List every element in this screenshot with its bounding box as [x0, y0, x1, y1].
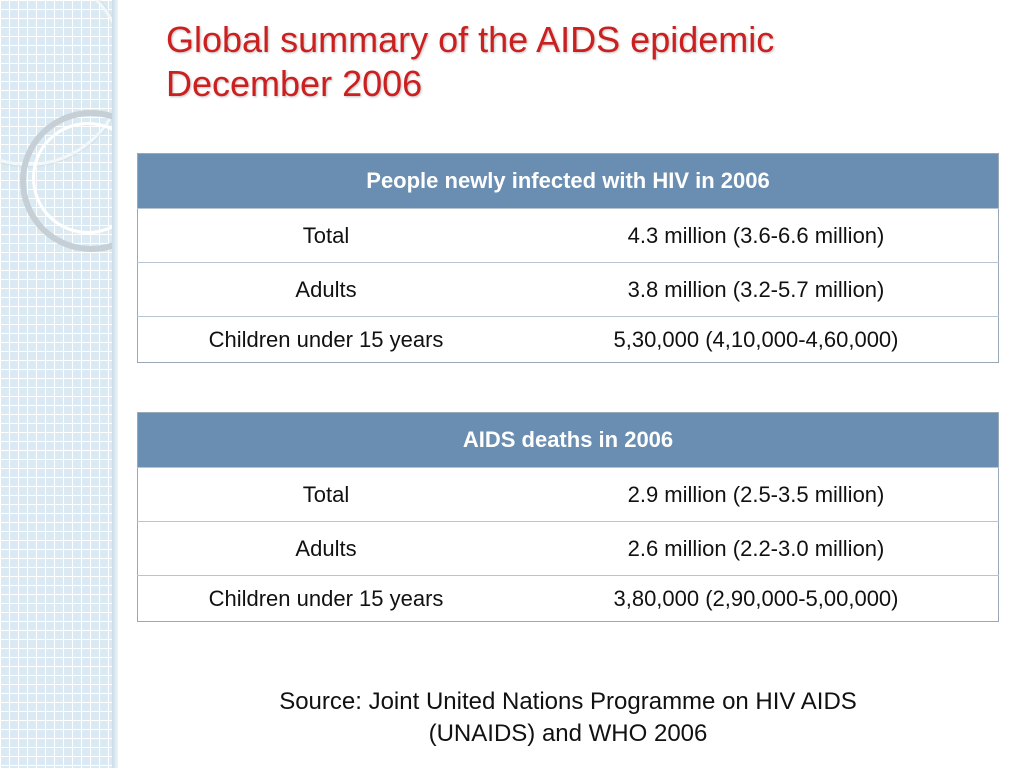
row-value: 3,80,000 (2,90,000-5,00,000): [514, 575, 999, 622]
source-citation: Source: Joint United Nations Programme o…: [168, 686, 968, 750]
table-row: Adults 2.6 million (2.2-3.0 million): [137, 521, 999, 576]
slide-title-line-2: December 2006: [166, 63, 423, 104]
table-header-row: AIDS deaths in 2006: [137, 412, 999, 468]
row-label: Total: [137, 467, 514, 522]
row-label: Total: [137, 208, 514, 263]
table-header-row: People newly infected with HIV in 2006: [137, 153, 999, 209]
row-value: 2.6 million (2.2-3.0 million): [514, 521, 999, 576]
row-value: 2.9 million (2.5-3.5 million): [514, 467, 999, 522]
table-row: Adults 3.8 million (3.2-5.7 million): [137, 262, 999, 317]
table-row: Total 2.9 million (2.5-3.5 million): [137, 467, 999, 522]
row-label: Adults: [137, 262, 514, 317]
new-infections-table: People newly infected with HIV in 2006 T…: [137, 153, 999, 363]
row-label: Children under 15 years: [137, 575, 514, 622]
source-line-2: (UNAIDS) and WHO 2006: [428, 720, 708, 747]
slide-title: Global summary of the AIDS epidemic Dece…: [166, 18, 774, 106]
decorative-side-panel: [0, 0, 112, 768]
row-label: Children under 15 years: [137, 316, 514, 363]
table-header: AIDS deaths in 2006: [137, 412, 999, 468]
aids-deaths-table: AIDS deaths in 2006 Total 2.9 million (2…: [137, 412, 999, 622]
row-value: 3.8 million (3.2-5.7 million): [514, 262, 999, 317]
source-line-1: Source: Joint United Nations Programme o…: [279, 688, 857, 715]
row-value: 4.3 million (3.6-6.6 million): [514, 208, 999, 263]
table-row: Children under 15 years 3,80,000 (2,90,0…: [137, 575, 999, 622]
slide-title-line-1: Global summary of the AIDS epidemic: [166, 19, 775, 60]
row-label: Adults: [137, 521, 514, 576]
row-value: 5,30,000 (4,10,000-4,60,000): [514, 316, 999, 363]
side-panel-edge: [112, 0, 118, 768]
table-header: People newly infected with HIV in 2006: [137, 153, 999, 209]
table-row: Children under 15 years 5,30,000 (4,10,0…: [137, 316, 999, 363]
table-row: Total 4.3 million (3.6-6.6 million): [137, 208, 999, 263]
